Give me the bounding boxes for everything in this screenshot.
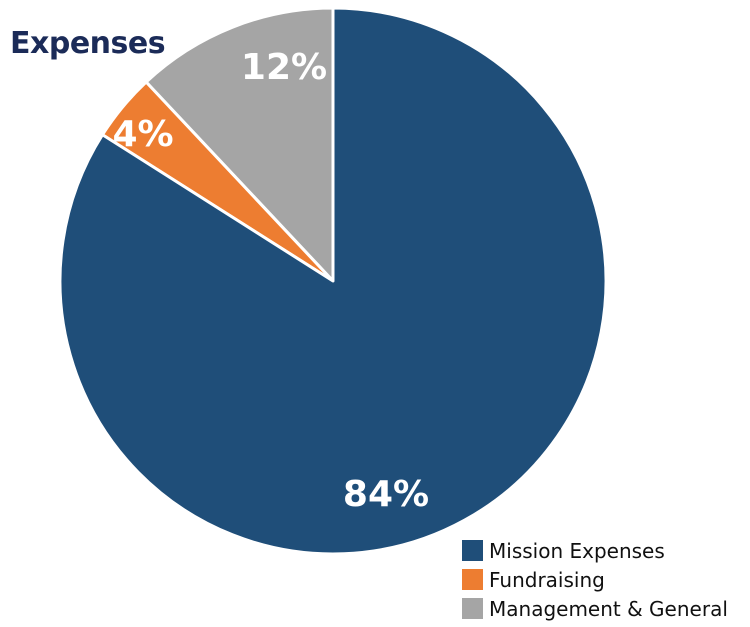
pie-slice-mission-expenses	[58, 6, 608, 556]
legend-swatch-management-general	[462, 598, 483, 619]
legend: Mission Expenses Fundraising Management …	[462, 536, 728, 623]
legend-swatch-mission-expenses	[462, 540, 483, 561]
legend-label-management-general: Management & General	[489, 596, 728, 621]
legend-item-mission-expenses: Mission Expenses	[462, 536, 728, 565]
data-label-mission-expenses: 84%	[343, 474, 429, 515]
legend-item-fundraising: Fundraising	[462, 565, 728, 594]
legend-label-mission-expenses: Mission Expenses	[489, 538, 665, 563]
pie-slice-management-general	[144, 6, 335, 283]
legend-item-management-general: Management & General	[462, 594, 728, 623]
legend-label-fundraising: Fundraising	[489, 567, 605, 592]
legend-swatch-fundraising	[462, 569, 483, 590]
data-label-management-general: 12%	[241, 47, 327, 88]
data-label-fundraising: 4%	[112, 114, 173, 155]
chart-title: Expenses	[10, 26, 166, 61]
